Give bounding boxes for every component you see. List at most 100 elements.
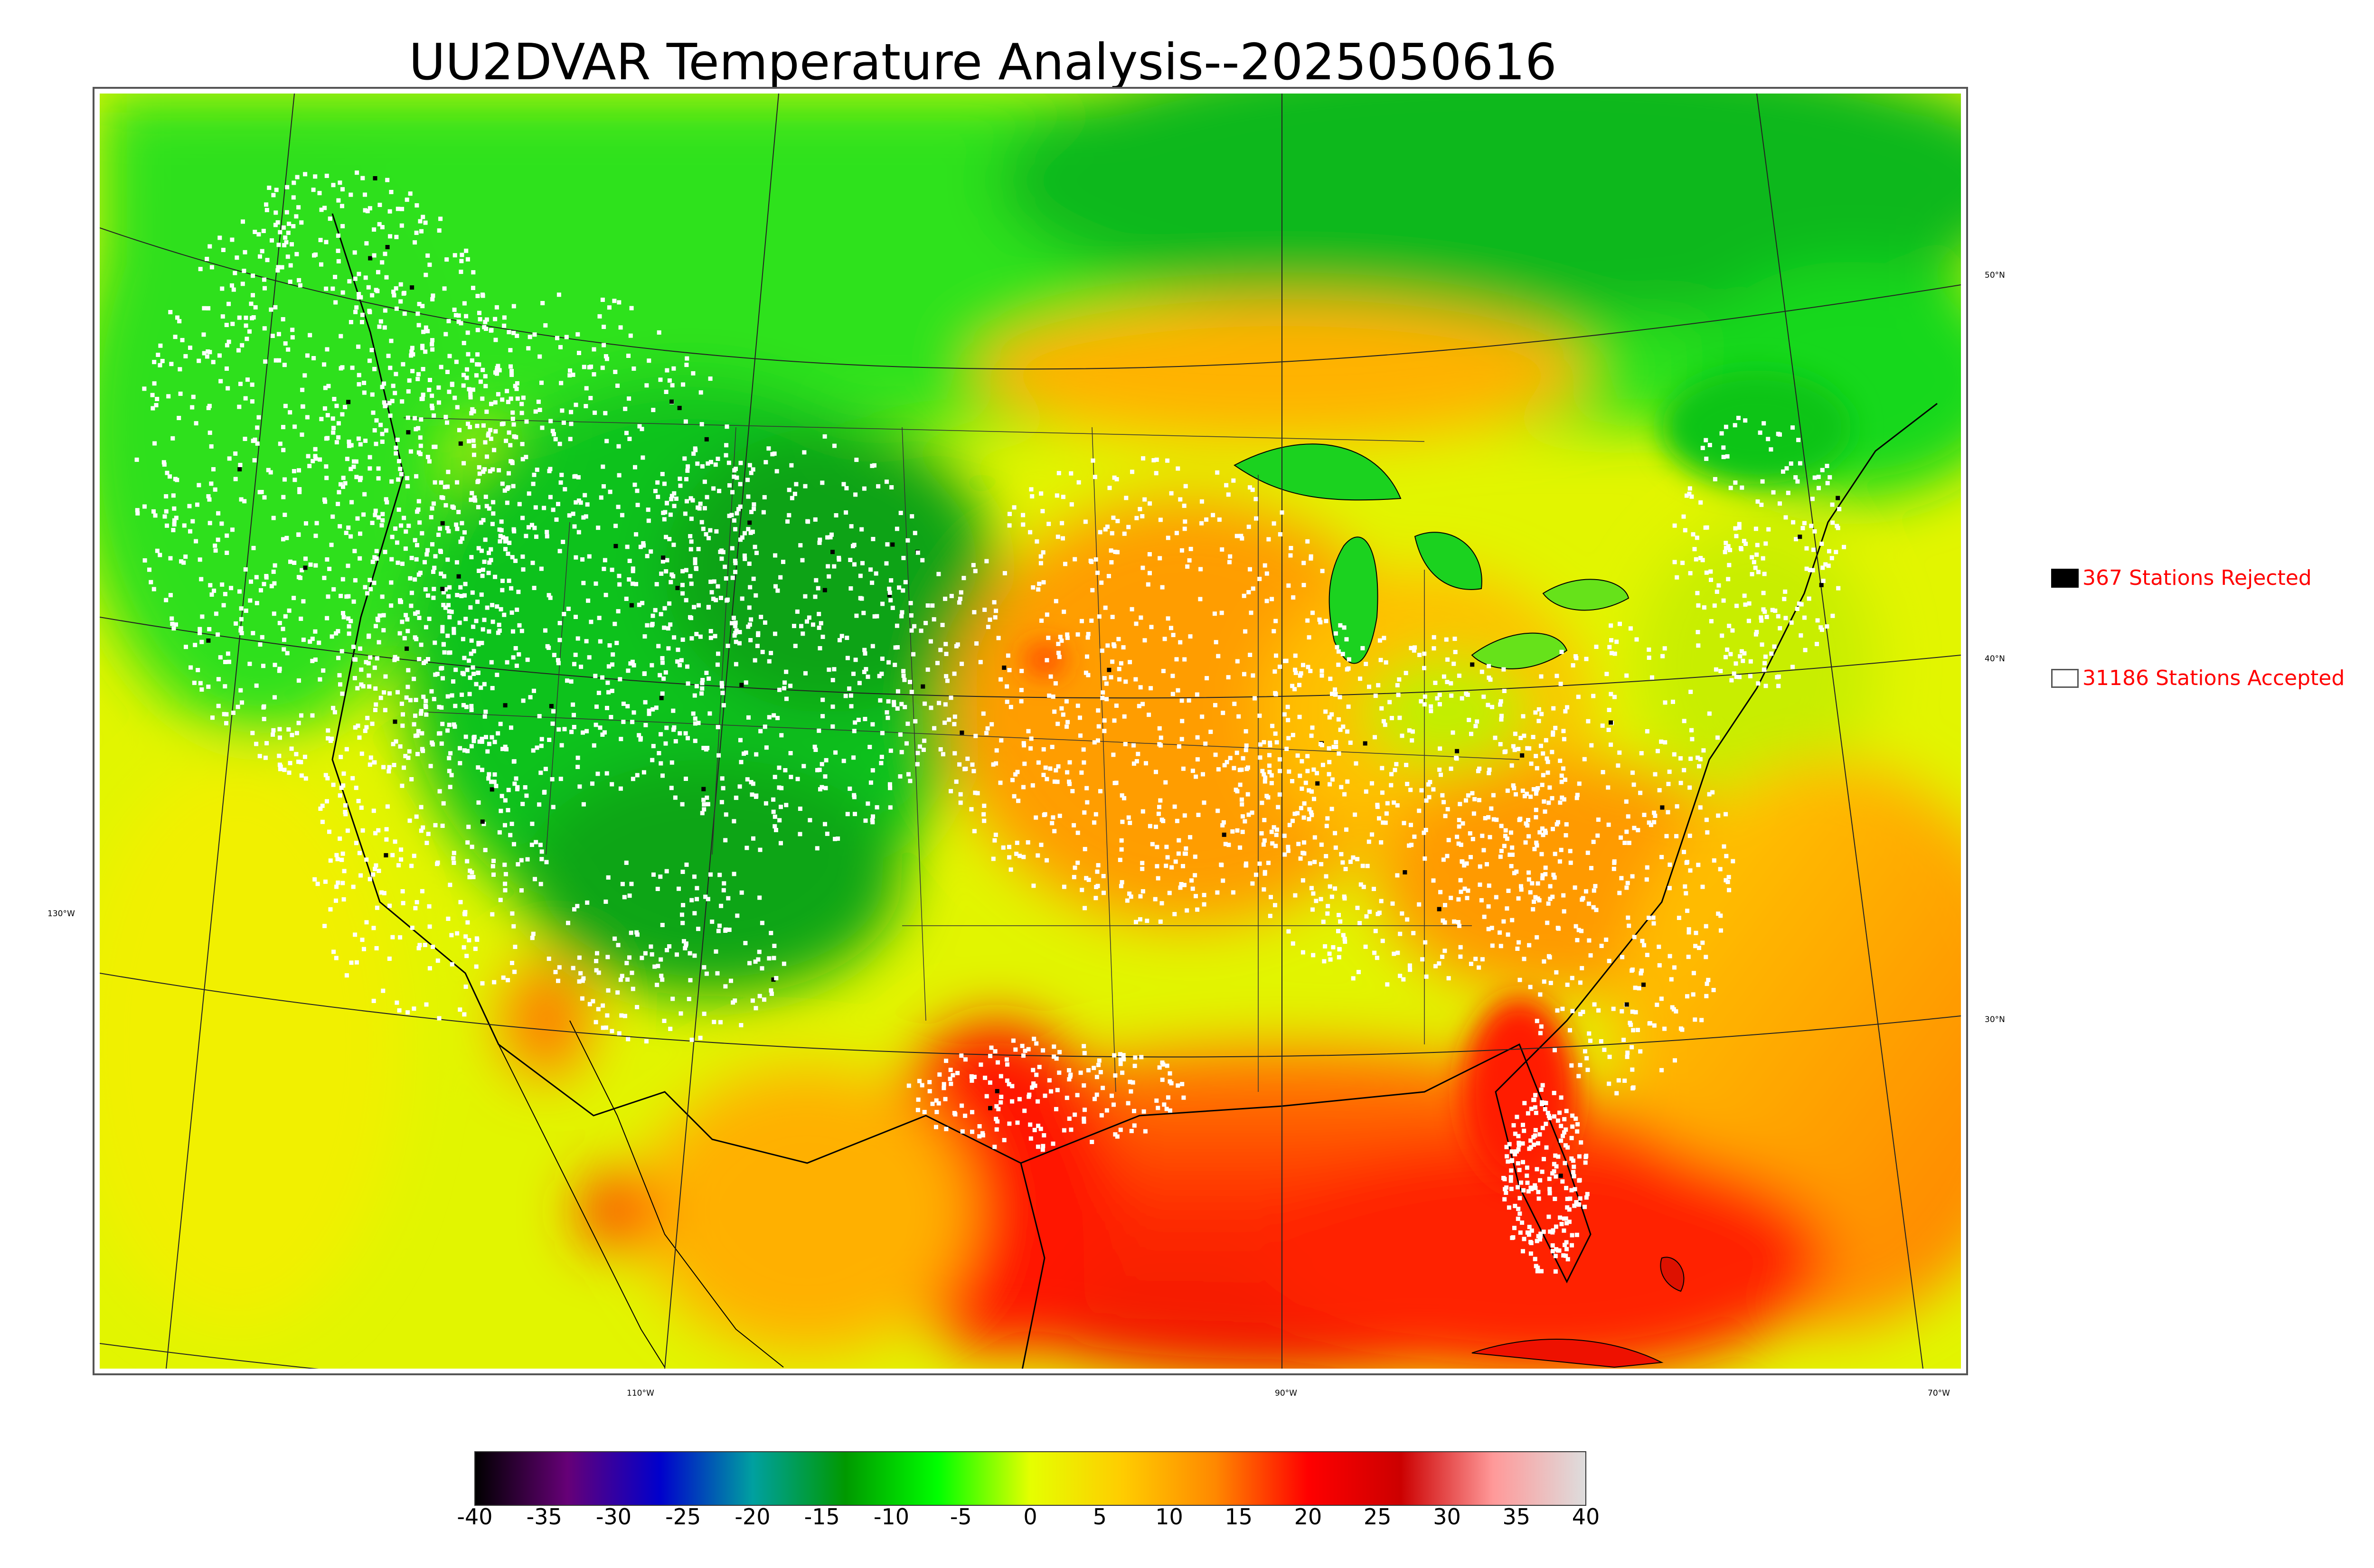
station-accepted-marker — [197, 358, 201, 363]
station-accepted-marker — [452, 395, 457, 400]
station-accepted-marker — [1570, 1233, 1574, 1238]
station-accepted-marker — [407, 749, 412, 754]
station-accepted-marker — [376, 466, 381, 471]
station-accepted-marker — [927, 1089, 932, 1094]
station-accepted-marker — [1624, 885, 1629, 890]
station-accepted-marker — [539, 380, 544, 385]
station-accepted-marker — [1695, 591, 1700, 595]
station-accepted-marker — [532, 472, 537, 477]
station-accepted-marker — [396, 690, 400, 695]
station-accepted-marker — [345, 457, 349, 461]
station-accepted-marker — [1556, 820, 1560, 825]
station-accepted-marker — [718, 1020, 723, 1024]
station-accepted-marker — [469, 704, 474, 708]
station-accepted-marker — [415, 203, 419, 208]
station-accepted-marker — [484, 409, 489, 414]
station-accepted-marker — [993, 615, 998, 620]
station-accepted-marker — [758, 847, 763, 852]
station-accepted-marker — [454, 560, 459, 565]
station-accepted-marker — [871, 537, 876, 541]
station-accepted-marker — [775, 588, 780, 593]
station-accepted-marker — [598, 639, 603, 644]
station-accepted-marker — [1488, 677, 1493, 682]
station-accepted-marker — [767, 715, 772, 720]
colorbar-tick-label: 30 — [1433, 1504, 1461, 1530]
station-accepted-marker — [1734, 534, 1739, 538]
station-accepted-marker — [714, 529, 719, 534]
station-accepted-marker — [427, 459, 432, 464]
station-accepted-marker — [1672, 965, 1677, 970]
station-accepted-marker — [1591, 694, 1596, 698]
station-accepted-marker — [1107, 486, 1112, 490]
station-accepted-marker — [503, 744, 508, 749]
station-accepted-marker — [704, 670, 709, 675]
station-accepted-marker — [325, 799, 329, 804]
station-accepted-marker — [592, 372, 596, 376]
station-accepted-marker — [650, 758, 655, 762]
station-accepted-marker — [1061, 495, 1065, 499]
station-accepted-marker — [412, 722, 416, 727]
station-accepted-marker — [685, 469, 690, 473]
station-accepted-marker — [1091, 458, 1095, 463]
station-rejected-marker — [440, 521, 445, 526]
station-accepted-marker — [1138, 917, 1142, 922]
station-accepted-marker — [452, 630, 456, 635]
station-accepted-marker — [355, 516, 360, 521]
station-accepted-marker — [1696, 603, 1701, 608]
station-accepted-marker — [170, 616, 174, 621]
station-accepted-marker — [1110, 1093, 1114, 1098]
station-accepted-marker — [389, 479, 394, 484]
station-accepted-marker — [1535, 843, 1539, 848]
station-accepted-marker — [1126, 525, 1131, 529]
station-accepted-marker — [1275, 827, 1279, 832]
station-accepted-marker — [633, 465, 637, 469]
station-accepted-marker — [973, 790, 978, 795]
station-accepted-marker — [1639, 968, 1644, 973]
station-accepted-marker — [432, 565, 437, 570]
station-accepted-marker — [612, 936, 617, 941]
station-accepted-marker — [383, 404, 387, 408]
station-accepted-marker — [1048, 766, 1053, 771]
station-accepted-marker — [1548, 1229, 1553, 1234]
station-accepted-marker — [149, 580, 153, 584]
station-accepted-marker — [336, 259, 341, 263]
station-accepted-marker — [475, 600, 480, 604]
station-accepted-marker — [1583, 1160, 1588, 1165]
station-accepted-marker — [988, 1080, 992, 1085]
station-accepted-marker — [832, 443, 837, 448]
station-accepted-marker — [681, 382, 686, 387]
station-accepted-marker — [470, 590, 475, 595]
station-accepted-marker — [372, 366, 377, 371]
station-accepted-marker — [1506, 932, 1510, 937]
station-accepted-marker — [689, 582, 694, 586]
station-accepted-marker — [1005, 1078, 1009, 1083]
station-accepted-marker — [1573, 1117, 1578, 1121]
station-accepted-marker — [603, 730, 607, 735]
station-accepted-marker — [1638, 1049, 1643, 1054]
station-accepted-marker — [1110, 615, 1115, 620]
station-accepted-marker — [524, 455, 528, 460]
station-accepted-marker — [1659, 854, 1664, 859]
station-accepted-marker — [497, 622, 501, 627]
station-accepted-marker — [1552, 1162, 1556, 1166]
station-accepted-marker — [458, 746, 462, 751]
station-rejected-marker — [1819, 582, 1824, 587]
station-rejected-marker — [890, 542, 895, 547]
station-rejected-marker — [704, 437, 709, 441]
station-accepted-marker — [1355, 857, 1360, 862]
station-accepted-marker — [1007, 1082, 1011, 1087]
station-accepted-marker — [378, 695, 383, 700]
station-accepted-marker — [593, 674, 598, 678]
station-accepted-marker — [1579, 1140, 1583, 1145]
station-accepted-marker — [1539, 1024, 1544, 1029]
station-accepted-marker — [959, 1053, 964, 1058]
station-accepted-marker — [618, 977, 623, 982]
station-accepted-marker — [1577, 781, 1582, 786]
station-accepted-marker — [688, 547, 693, 552]
station-accepted-marker — [1684, 891, 1688, 896]
station-accepted-marker — [387, 957, 392, 961]
station-accepted-marker — [1052, 1044, 1056, 1049]
station-accepted-marker — [1292, 687, 1297, 692]
station-accepted-marker — [1067, 1077, 1072, 1082]
station-accepted-marker — [874, 571, 878, 576]
